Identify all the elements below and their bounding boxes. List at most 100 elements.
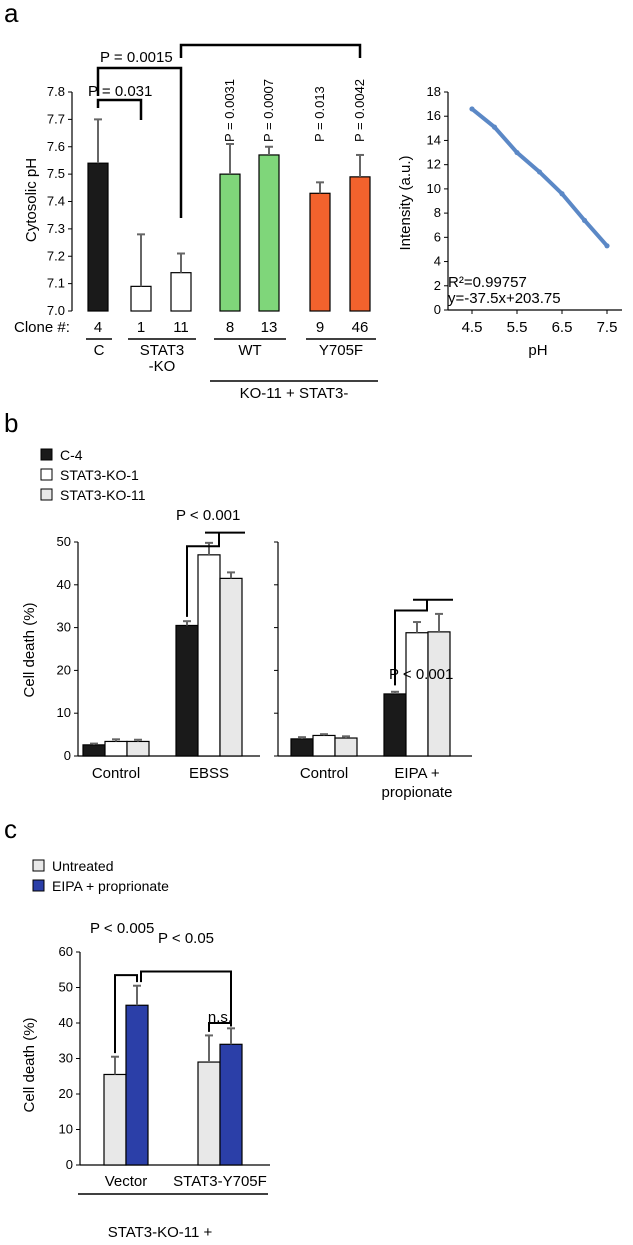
a-line-point (604, 243, 610, 249)
panel-label-a: a (4, 0, 19, 28)
c-bracket-vector (114, 974, 138, 1054)
c-bar (103, 1073, 127, 1166)
b-bar (383, 693, 407, 757)
b-bar (197, 554, 221, 757)
a-bars-ytick-label: 7.2 (47, 248, 65, 263)
legend-label-ko1: STAT3-KO-1 (60, 467, 139, 483)
a-clone-number: 46 (352, 319, 369, 336)
a-p-value-rotated: P = 0.0007 (261, 79, 276, 142)
b-bar (334, 737, 358, 757)
a-clone-number: 4 (94, 319, 102, 336)
a-bracket-label-0031: P = 0.031 (88, 83, 152, 100)
a-line-ytick-label: 14 (427, 132, 441, 147)
a-clone-number: 8 (226, 319, 234, 336)
b-bar (175, 624, 199, 757)
c-ytick-label: 10 (59, 1122, 73, 1137)
chart-a-line: Intensity (a.u.) pH R²=0.99757 y=-37.5x+… (397, 84, 622, 359)
b-bar (405, 632, 429, 757)
b-category-label: Control (92, 765, 140, 782)
a-line-ytick-label: 16 (427, 108, 441, 123)
c-category-label: STAT3-Y705F (173, 1173, 267, 1190)
a-line-ytick-label: 18 (427, 84, 441, 99)
a-line-point (581, 217, 588, 223)
c-ytick-label: 30 (59, 1051, 73, 1066)
c-ylabel: Cell death (%) (21, 1017, 38, 1112)
legend-swatch-untreated (32, 859, 45, 872)
a-bars-ytick-label: 7.3 (47, 221, 65, 236)
b-bar (126, 740, 150, 757)
a-bar (349, 176, 371, 312)
a-group-label: WT (238, 342, 261, 359)
a-line-point (514, 149, 520, 156)
a-bars-ytick-label: 7.7 (47, 111, 65, 126)
c-ytick-label: 50 (59, 980, 73, 995)
b-bracket-eipa (394, 599, 428, 686)
b-ytick-label: 50 (57, 534, 71, 549)
c-bracket-ns (208, 1022, 232, 1032)
a-line-ytick-label: 6 (434, 229, 441, 244)
legend-label-ko11: STAT3-KO-11 (60, 487, 146, 503)
legend-swatch-ko1 (40, 468, 53, 481)
b-bar (312, 734, 336, 757)
c-p-value-vector: P < 0.005 (90, 920, 154, 937)
a-line-xlabel: pH (528, 342, 547, 359)
c-ytick-label: 60 (59, 944, 73, 959)
b-bar (290, 738, 314, 757)
c-p-value-across: P < 0.05 (158, 930, 214, 947)
a-bracket-0015 (96, 66, 183, 218)
a-bracket-0031 (96, 98, 143, 120)
a-line-ytick-label: 2 (434, 278, 441, 293)
c-ytick-label: 20 (59, 1086, 73, 1101)
a-clone-number: 9 (316, 319, 324, 336)
c-bar (125, 1004, 149, 1166)
b-bar (219, 577, 243, 757)
b-ytick-label: 0 (64, 748, 71, 763)
chart-a-bars: Cytosolic pH Clone #: 7.0 7.1 7.2 7.3 7.4 7.5… (14, 43, 378, 402)
b-bar (104, 740, 128, 757)
a-line-xtick-label: 5.5 (507, 319, 528, 336)
c-p-value-ns: n.s. (208, 1009, 232, 1026)
a-bar (87, 162, 109, 312)
c-category-label: Vector (105, 1173, 148, 1190)
legend-swatch-ko11 (40, 488, 53, 501)
a-bars-ytick-label: 7.0 (47, 303, 65, 318)
a-line-point (469, 106, 475, 112)
a-bar (170, 272, 192, 312)
a-p-value-rotated: P = 0.013 (312, 86, 327, 142)
a-clone-number: 13 (261, 319, 278, 336)
a-p-value-rotated: P = 0.0042 (352, 79, 367, 142)
b-p-value-ebss: P < 0.001 (176, 507, 240, 524)
a-bar (219, 173, 241, 312)
panel-label-b: b (4, 408, 18, 438)
a-group-label: C (94, 342, 105, 359)
a-line-point (559, 191, 565, 197)
a-bracket-top (179, 43, 362, 58)
b-bar (427, 631, 451, 757)
a-line-ytick-label: 8 (434, 205, 441, 220)
a-line-annotation-eq: y=-37.5x+203.75 (448, 290, 561, 307)
c-bar (197, 1061, 221, 1166)
b-bracket-ebss (186, 532, 220, 617)
b-bar (82, 744, 106, 757)
a-line-ytick-label: 10 (427, 181, 441, 196)
legend-label-eipa: EIPA + proprionate (52, 878, 169, 894)
chart-c-bars: Cell death (%) Untreated EIPA + proprion… (21, 858, 270, 1241)
panel-label-c: c (4, 814, 17, 844)
a-line-ytick-label: 0 (434, 302, 441, 317)
a-bars-ytick-label: 7.5 (47, 166, 65, 181)
b-ylabel: Cell death (%) (21, 602, 38, 697)
a-bracket-label-0015: P = 0.0015 (100, 49, 173, 66)
a-line-series (470, 106, 609, 248)
a-clone-label: Clone #: (14, 319, 70, 336)
a-bars-ytick-label: 7.4 (47, 194, 65, 209)
a-group-label: STAT3 -KO (140, 342, 184, 375)
a-line-point (536, 169, 543, 175)
chart-b-bars: Cell death (%) C-4 STAT3-KO-1 STAT3-KO-1… (21, 447, 472, 801)
a-bars-ylabel: Cytosolic pH (23, 158, 40, 242)
a-line-annotation-r2: R²=0.99757 (448, 274, 527, 291)
a-supergroup-label: KO-11 + STAT3- (240, 385, 349, 402)
legend-swatch-eipa (32, 879, 45, 892)
b-ytick-label: 30 (57, 620, 71, 635)
c-ytick-label: 40 (59, 1015, 73, 1030)
